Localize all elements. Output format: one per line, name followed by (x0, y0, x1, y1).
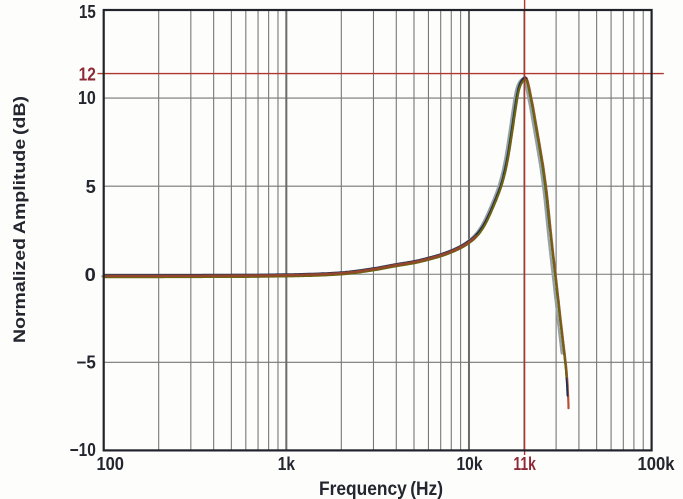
svg-text:5: 5 (86, 177, 96, 197)
svg-text:−10: −10 (70, 440, 96, 460)
svg-text:15: 15 (79, 2, 96, 22)
svg-text:100: 100 (96, 454, 124, 474)
svg-text:−5: −5 (76, 352, 95, 372)
svg-text:Frequency (Hz): Frequency (Hz) (319, 479, 443, 499)
svg-text:12: 12 (79, 64, 96, 84)
svg-text:Normalized Amplitude (dB): Normalized Amplitude (dB) (10, 96, 29, 343)
svg-text:1k: 1k (278, 454, 296, 474)
svg-text:0: 0 (85, 265, 96, 285)
svg-text:11k: 11k (513, 454, 536, 474)
svg-text:10k: 10k (457, 454, 484, 474)
svg-text:10: 10 (78, 88, 96, 108)
svg-text:100k: 100k (638, 454, 676, 474)
